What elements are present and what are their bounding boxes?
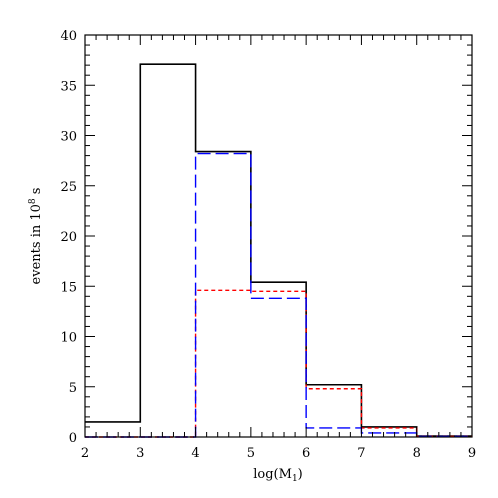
y-tick-label: 30 [60,130,77,145]
y-tick-label: 35 [60,79,77,94]
x-tick-label: 8 [413,446,421,461]
y-tick-label: 40 [60,29,77,44]
x-tick-label: 5 [247,446,255,461]
y-axis-label: events in 108 s [28,188,44,285]
x-axis-label: log(M1) [253,467,303,484]
y-axis-label-superscript: 8 [28,198,38,204]
x-tick-label: 2 [81,446,89,461]
tick-labels-layer: 2 3 4 5 6 7 8 9 0 5 10 15 20 25 30 35 40 [60,29,476,461]
plot-frame [84,34,473,438]
y-tick-label: 0 [69,431,77,446]
x-tick-label: 3 [136,446,144,461]
ticks-layer [84,34,473,438]
y-tick-label: 10 [60,331,77,346]
x-tick-label: 7 [357,446,365,461]
y-tick-label: 5 [69,381,77,396]
x-axis-label-subscript: 1 [292,474,298,484]
histogram-series-1 [85,63,472,437]
histogram-series-2 [85,289,472,438]
x-tick-label: 6 [302,446,310,461]
x-tick-label: 4 [191,446,199,461]
y-tick-label: 15 [60,280,77,295]
series-layer [85,63,472,438]
y-tick-label: 20 [60,230,77,245]
histogram-series-3 [85,152,472,438]
y-tick-label: 25 [60,180,77,195]
x-tick-label: 9 [468,446,476,461]
